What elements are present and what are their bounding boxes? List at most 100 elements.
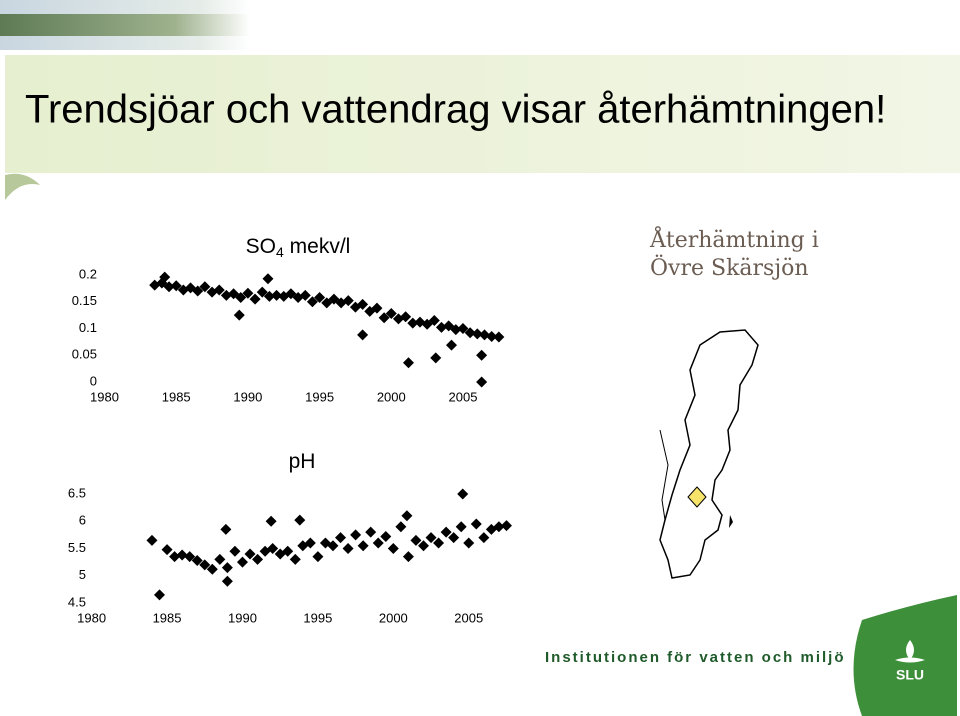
- caption-line: Återhämtning i: [649, 225, 819, 253]
- data-point: [242, 287, 254, 299]
- data-point: [161, 544, 173, 556]
- data-point: [244, 548, 256, 560]
- x-tick-label: 1980: [77, 610, 106, 625]
- slide-title: Trendsjöar och vattendrag visar återhämt…: [25, 88, 886, 132]
- data-point: [478, 532, 490, 544]
- logo-text: SLU: [896, 667, 924, 683]
- data-point: [380, 531, 392, 543]
- x-tick-label: 1995: [305, 389, 334, 404]
- data-point: [159, 271, 171, 283]
- band-corner: [5, 173, 40, 200]
- x-tick-label: 1990: [228, 610, 257, 625]
- data-point: [500, 520, 512, 532]
- title-band: [5, 55, 960, 173]
- data-point: [214, 553, 226, 565]
- data-point: [428, 314, 440, 326]
- y-tick-label: 0: [90, 373, 97, 388]
- data-point: [220, 289, 232, 301]
- data-point: [493, 331, 505, 343]
- data-point: [312, 551, 324, 563]
- x-tick-label: 2000: [379, 610, 408, 625]
- data-point: [433, 537, 445, 549]
- data-point: [357, 298, 369, 310]
- data-point: [385, 308, 397, 320]
- data-point: [464, 327, 476, 339]
- header-photo: [0, 0, 250, 50]
- data-point: [163, 281, 175, 293]
- data-point: [365, 526, 377, 538]
- footer: Institutionen för vatten och miljö: [545, 649, 846, 666]
- data-point: [262, 273, 274, 285]
- data-point: [402, 551, 414, 563]
- data-point: [154, 589, 166, 601]
- data-point: [342, 295, 354, 307]
- map-caption: Återhämtning i Övre Skärsjön: [649, 225, 819, 281]
- data-point: [378, 312, 390, 324]
- data-point: [192, 285, 204, 297]
- title-part: 4: [276, 244, 284, 260]
- data-point: [314, 291, 326, 303]
- data-point: [263, 290, 275, 302]
- x-tick-label: 2005: [449, 389, 478, 404]
- data-point: [221, 562, 233, 574]
- y-tick-label: 4.5: [68, 594, 86, 609]
- data-point: [170, 280, 182, 292]
- data-point: [350, 529, 362, 541]
- data-point: [146, 534, 158, 546]
- data-point: [236, 556, 248, 568]
- data-point: [478, 329, 490, 341]
- data-point: [407, 317, 419, 329]
- data-point: [213, 284, 225, 296]
- data-point: [448, 532, 460, 544]
- data-point: [191, 554, 203, 566]
- y-tick-label: 0.2: [79, 266, 97, 281]
- y-tick-label: 6.5: [68, 485, 86, 500]
- data-point: [440, 526, 452, 538]
- caption-line: Övre Skärsjön: [650, 254, 809, 281]
- data-point: [220, 523, 232, 535]
- title-part: mekv/l: [284, 235, 351, 258]
- chart-title: pH: [289, 450, 316, 473]
- data-point: [400, 311, 412, 323]
- data-point: [417, 540, 429, 552]
- data-point: [184, 551, 196, 563]
- data-point: [249, 293, 261, 305]
- data-point: [357, 329, 369, 341]
- data-point: [387, 543, 399, 554]
- data-point: [435, 321, 447, 333]
- data-point: [199, 281, 211, 293]
- data-point: [450, 324, 462, 336]
- slu-logo: SLU: [853, 595, 957, 716]
- data-point: [446, 339, 458, 351]
- data-point: [455, 521, 467, 533]
- data-point: [395, 521, 407, 533]
- sweden-map: [659, 329, 759, 579]
- x-tick-label: 1980: [90, 389, 119, 404]
- x-tick-label: 1990: [233, 389, 262, 404]
- chart-title: SO4 mekv/l: [246, 235, 351, 260]
- y-tick-label: 5: [79, 567, 86, 582]
- data-point: [256, 286, 268, 298]
- data-point: [493, 521, 505, 533]
- data-point: [327, 540, 339, 552]
- data-point: [476, 376, 488, 388]
- data-point: [294, 514, 306, 526]
- data-point: [235, 291, 247, 303]
- data-point: [176, 549, 188, 561]
- y-tick-label: 0.15: [72, 293, 97, 308]
- x-tick-label: 1995: [303, 610, 332, 625]
- data-point: [206, 563, 218, 575]
- data-point: [221, 575, 233, 587]
- data-point: [252, 553, 264, 565]
- data-point: [457, 323, 469, 334]
- data-point: [289, 553, 301, 565]
- data-point: [457, 488, 469, 500]
- data-point: [267, 543, 279, 554]
- data-point: [265, 515, 277, 527]
- data-point: [199, 559, 211, 571]
- data-point: [169, 551, 181, 563]
- title-part: SO: [246, 235, 276, 258]
- y-tick-label: 0.05: [72, 347, 97, 362]
- data-point: [335, 532, 347, 544]
